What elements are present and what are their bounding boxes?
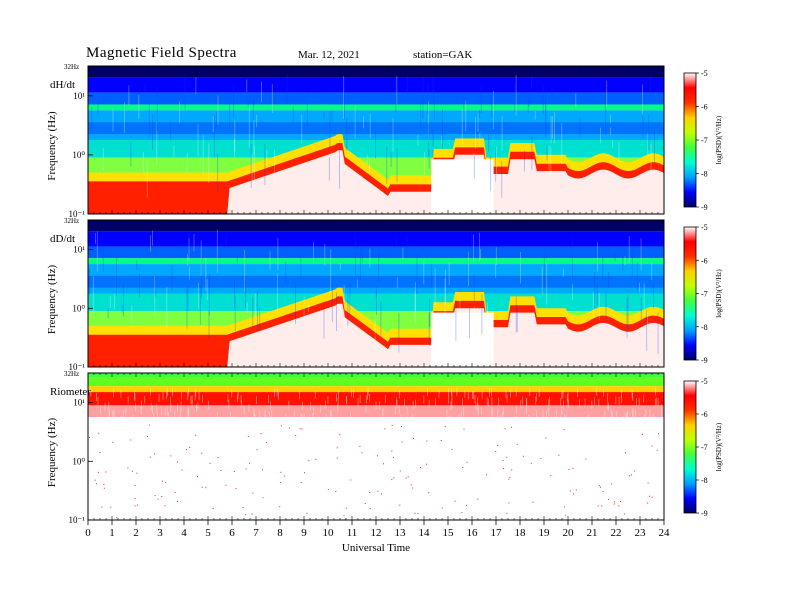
colorbar-label: log(PSD)(V²/Hz) [715,115,723,164]
spectrogram-3 [88,373,665,520]
colorbar-tick-label: -7 [701,443,708,452]
colorbar-label: log(PSD)(V²/Hz) [715,269,723,318]
y-tick-label: 10⁰ [72,303,85,313]
colorbar-tick-label: -8 [701,476,708,485]
x-tick-label: 5 [205,527,211,539]
x-axis-label: Universal Time [342,542,410,554]
x-tick-label: 16 [467,527,479,539]
x-tick-label: 17 [491,527,503,539]
colorbar-tick-label: -5 [701,223,708,232]
x-tick-label: 15 [443,527,455,539]
x-tick-label: 19 [539,527,551,539]
y-tick-label: 10¹ [73,398,85,408]
y-tick-label: 10⁰ [72,150,85,160]
colorbar-tick-label: -6 [701,256,708,265]
y-tick-label: 10⁻¹ [69,515,86,525]
x-tick-label: 14 [419,527,431,539]
colorbar-tick-label: -8 [701,170,708,179]
colorbar-tick-label: -6 [701,410,708,419]
y-axis-label: Frequency (Hz) [46,418,58,488]
spectrogram-2 [88,220,664,367]
x-tick-label: 6 [229,527,235,539]
colorbar-label: log(PSD)(V²/Hz) [715,422,723,471]
x-tick-label: 3 [157,527,163,539]
x-tick-label: 22 [611,527,622,539]
x-tick-label: 18 [515,527,527,539]
x-tick-label: 10 [323,527,335,539]
colorbar-tick-label: -7 [701,136,708,145]
y-tick-label: 10⁰ [72,456,85,466]
top-frequency-label: 32Hz [64,217,79,225]
x-tick-label: 13 [395,527,407,539]
x-tick-label: 8 [277,527,283,539]
date-label: Mar. 12, 2021 [298,49,360,61]
colorbar-3: -5 -6 -7 -8 -9 log(PSD)(V²/Hz) [683,377,723,518]
colorbar-tick-label: -9 [701,203,708,212]
top-frequency-label: 32Hz [64,370,79,378]
x-tick-label: 23 [635,527,647,539]
panel-label: dH/dt [50,79,75,91]
x-tick-label: 12 [371,527,382,539]
spectrogram-1 [88,66,664,214]
x-tick-label: 11 [347,527,358,539]
y-axis-label: Frequency (Hz) [46,265,58,335]
colorbar-2: -5 -6 -7 -8 -9 log(PSD)(V²/Hz) [683,223,723,365]
colorbar-tick-label: -7 [701,290,708,299]
x-tick-label: 2 [133,527,139,539]
y-tick-label: 10⁻¹ [69,209,86,219]
colorbar-tick-label: -5 [701,377,708,386]
colorbar-tick-label: -8 [701,323,708,332]
colorbar-tick-label: -5 [701,69,708,78]
y-axis-label: Frequency (Hz) [46,111,58,181]
panel-label: Riometer [50,386,91,398]
top-frequency-label: 32Hz [64,63,79,71]
station-label: station=GAK [413,49,473,61]
x-tick-label: 9 [301,527,307,539]
colorbar-tick-label: -9 [701,509,708,518]
x-tick-label: 4 [181,527,187,539]
y-tick-label: 10¹ [73,245,85,255]
x-tick-label: 7 [253,527,259,539]
y-tick-label: 10¹ [73,91,85,101]
panel-3: Riometer 32Hz 10⁻¹ 10⁰ 10¹ Frequency (Hz) -5 -6… [46,370,723,525]
x-tick-label: 1 [109,527,115,539]
x-tick-label: 21 [587,527,598,539]
colorbar-tick-label: -6 [701,103,708,112]
colorbar-tick-label: -9 [701,356,708,365]
x-tick-label: 24 [659,527,671,539]
chart-title: Magnetic Field Spectra [86,45,237,61]
panel-label: dD/dt [50,233,75,245]
x-tick-label: 0 [85,527,91,539]
y-tick-label: 10⁻¹ [69,362,86,372]
x-tick-label: 20 [563,527,575,539]
colorbar-1: -5 -6 -7 -8 -9 log(PSD)(V²/Hz) [683,69,723,212]
